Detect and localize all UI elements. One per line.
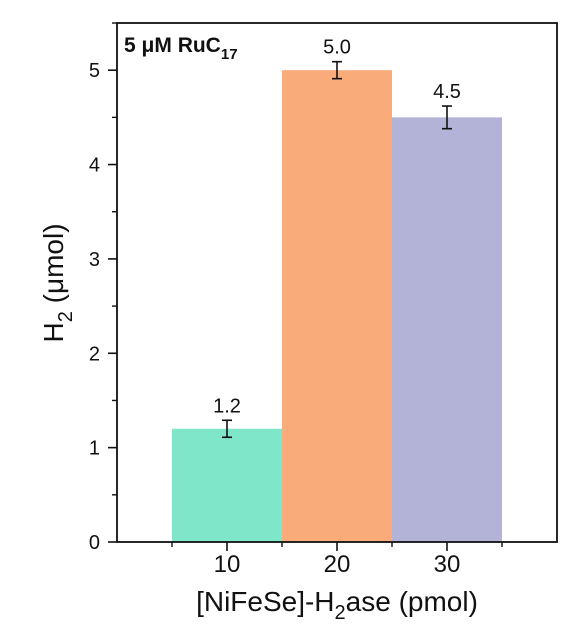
y-tick-label-2: 2 [89,343,100,365]
bar-30 [392,117,502,542]
x-tick-label-20: 20 [324,551,351,578]
bar-20 [282,70,392,542]
x-axis-title: [NiFeSe]-H2ase (pmol) [196,586,478,624]
x-axis: 10 20 30 [171,542,503,578]
error-bar-10 [222,419,232,439]
y-axis: 0 1 2 3 4 5 [89,22,117,554]
error-bars-layer [222,60,452,439]
x-tick-label-30: 30 [434,551,461,578]
data-labels-layer: 1.2 5.0 4.5 [213,37,461,418]
chart-annotation: 5 μM RuC17 [124,34,238,63]
error-bar-30 [442,105,452,130]
bar-10 [172,428,282,542]
data-label-20: 5.0 [323,37,351,59]
x-tick-label-10: 10 [214,551,241,578]
y-tick-label-1: 1 [89,438,100,460]
y-tick-label-4: 4 [89,155,100,177]
y-tick-label-0: 0 [89,532,100,554]
y-axis-title: H2 (μmol) [38,223,77,342]
y-tick-label-3: 3 [89,249,100,271]
bars-layer [172,70,502,542]
error-bar-20 [332,60,342,80]
y-tick-label-5: 5 [89,60,100,82]
data-label-10: 1.2 [213,395,241,417]
data-label-30: 4.5 [433,81,461,103]
